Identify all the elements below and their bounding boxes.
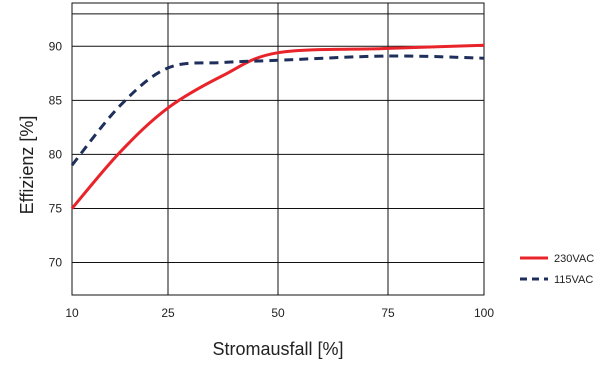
- legend: 230VAC 115VAC: [520, 253, 594, 286]
- x-tick-label: 10: [65, 306, 79, 320]
- y-tick-label: 80: [49, 147, 63, 161]
- y-axis-title: Effizienz [%]: [17, 116, 37, 215]
- y-tick-labels: 70 75 80 85 90: [49, 39, 63, 269]
- legend-label-115VAC: 115VAC: [554, 274, 593, 286]
- y-tick-label: 90: [49, 39, 63, 53]
- x-tick-label: 75: [381, 306, 395, 320]
- x-axis-title: Stromausfall [%]: [212, 339, 343, 359]
- y-tick-label: 85: [49, 93, 63, 107]
- series-line-230VAC: [70, 43, 485, 210]
- series-line-115VAC: [70, 54, 485, 167]
- series-layer: [70, 43, 485, 210]
- x-tick-label: 25: [161, 306, 175, 320]
- plot-frame: [71, 2, 485, 296]
- x-tick-label: 100: [474, 306, 494, 320]
- y-tick-label: 70: [49, 256, 63, 270]
- x-tick-label: 50: [271, 306, 285, 320]
- x-tick-labels: 10 25 50 75 100: [65, 306, 494, 320]
- y-tick-label: 75: [49, 201, 63, 215]
- legend-label-230VAC: 230VAC: [554, 253, 594, 265]
